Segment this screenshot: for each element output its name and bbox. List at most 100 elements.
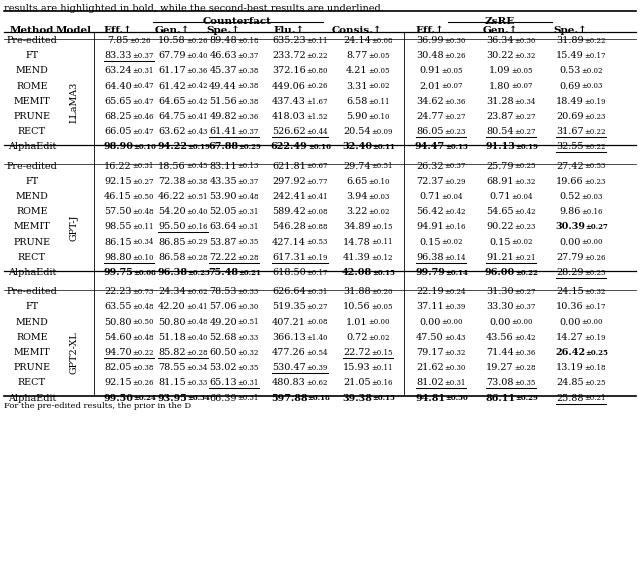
Text: ±0.38: ±0.38 bbox=[237, 67, 259, 75]
Text: 8.77: 8.77 bbox=[346, 51, 368, 60]
Text: 43.35: 43.35 bbox=[209, 177, 237, 186]
Text: 480.83: 480.83 bbox=[272, 379, 306, 387]
Text: 51.18: 51.18 bbox=[158, 333, 186, 342]
Text: ±0.27: ±0.27 bbox=[515, 288, 536, 296]
Text: ±0.26: ±0.26 bbox=[444, 52, 466, 60]
Text: ±0.45: ±0.45 bbox=[186, 162, 208, 170]
Text: 5.90: 5.90 bbox=[346, 112, 368, 121]
Text: 618.50: 618.50 bbox=[272, 268, 306, 277]
Text: 0.71: 0.71 bbox=[489, 192, 511, 201]
Text: RECT: RECT bbox=[18, 379, 46, 387]
Text: 22.19: 22.19 bbox=[416, 287, 444, 296]
Text: 67.88: 67.88 bbox=[208, 142, 238, 151]
Text: ±0.50: ±0.50 bbox=[132, 318, 154, 327]
Text: 45.37: 45.37 bbox=[209, 67, 237, 75]
Text: ±0.25: ±0.25 bbox=[586, 349, 609, 357]
Text: ±0.23: ±0.23 bbox=[584, 113, 605, 121]
Text: ±0.18: ±0.18 bbox=[584, 364, 606, 372]
Text: 52.05: 52.05 bbox=[209, 207, 237, 216]
Text: 242.41: 242.41 bbox=[272, 192, 306, 201]
Text: 94.81: 94.81 bbox=[415, 394, 445, 402]
Text: ±0.48: ±0.48 bbox=[132, 334, 154, 342]
Text: ±0.22: ±0.22 bbox=[584, 128, 606, 136]
Text: 95.50: 95.50 bbox=[158, 222, 186, 232]
Text: 72.22: 72.22 bbox=[209, 253, 237, 262]
Text: ±0.00: ±0.00 bbox=[368, 318, 390, 327]
Text: FT: FT bbox=[26, 51, 38, 60]
Text: ±0.27: ±0.27 bbox=[132, 178, 154, 186]
Text: 25.79: 25.79 bbox=[486, 162, 514, 171]
Text: 22.23: 22.23 bbox=[104, 287, 132, 296]
Text: ±0.35: ±0.35 bbox=[237, 364, 259, 372]
Text: 57.50: 57.50 bbox=[104, 207, 132, 216]
Text: ±0.51: ±0.51 bbox=[371, 162, 393, 170]
Text: ±0.30: ±0.30 bbox=[445, 394, 468, 402]
Text: 63.64: 63.64 bbox=[209, 222, 237, 232]
Text: ±0.27: ±0.27 bbox=[586, 223, 609, 231]
Text: 366.13: 366.13 bbox=[272, 333, 306, 342]
Text: RECT: RECT bbox=[18, 127, 46, 136]
Text: 41.39: 41.39 bbox=[343, 253, 371, 262]
Text: 24.85: 24.85 bbox=[556, 379, 584, 387]
Text: ±0.15: ±0.15 bbox=[371, 223, 393, 231]
Text: ±0.16: ±0.16 bbox=[444, 223, 466, 231]
Text: 0.00: 0.00 bbox=[559, 318, 580, 327]
Text: ±0.32: ±0.32 bbox=[237, 349, 259, 357]
Text: ±0.34: ±0.34 bbox=[515, 98, 536, 105]
Text: 86.05: 86.05 bbox=[416, 127, 444, 136]
Text: ±0.27: ±0.27 bbox=[444, 113, 466, 121]
Text: PRUNE: PRUNE bbox=[13, 363, 51, 372]
Text: ±0.29: ±0.29 bbox=[444, 178, 466, 186]
Text: ±0.10: ±0.10 bbox=[368, 178, 390, 186]
Text: ±0.80: ±0.80 bbox=[307, 67, 328, 75]
Text: ±0.31: ±0.31 bbox=[444, 379, 466, 387]
Text: 86.15: 86.15 bbox=[104, 237, 132, 247]
Text: 26.42: 26.42 bbox=[555, 348, 585, 357]
Text: 31.89: 31.89 bbox=[556, 36, 584, 45]
Text: ±0.30: ±0.30 bbox=[444, 37, 466, 45]
Text: 54.65: 54.65 bbox=[486, 207, 514, 216]
Text: 1.09: 1.09 bbox=[489, 67, 511, 75]
Text: 21.62: 21.62 bbox=[416, 363, 444, 372]
Text: ±0.26: ±0.26 bbox=[584, 254, 605, 262]
Text: 519.35: 519.35 bbox=[272, 302, 306, 312]
Text: ±0.33: ±0.33 bbox=[237, 288, 259, 296]
Text: MEMIT: MEMIT bbox=[13, 222, 51, 232]
Text: 10.56: 10.56 bbox=[343, 302, 371, 312]
Text: Gen.↑: Gen.↑ bbox=[154, 26, 189, 35]
Text: For the pre-edited results, the prior in the D: For the pre-edited results, the prior in… bbox=[4, 402, 191, 410]
Text: ±0.28: ±0.28 bbox=[186, 254, 208, 262]
Text: 16.22: 16.22 bbox=[104, 162, 132, 171]
Text: ±0.41: ±0.41 bbox=[307, 193, 328, 201]
Text: 99.75: 99.75 bbox=[103, 268, 133, 277]
Text: ±0.48: ±0.48 bbox=[186, 318, 208, 327]
Text: 3.22: 3.22 bbox=[346, 207, 368, 216]
Text: ±0.30: ±0.30 bbox=[515, 37, 536, 45]
Text: ±0.11: ±0.11 bbox=[372, 143, 396, 151]
Text: ±0.25: ±0.25 bbox=[584, 269, 605, 277]
Text: ±0.26: ±0.26 bbox=[307, 82, 328, 90]
Text: ±0.34: ±0.34 bbox=[186, 364, 207, 372]
Text: 0.15: 0.15 bbox=[419, 237, 441, 247]
Text: ±0.08: ±0.08 bbox=[307, 318, 328, 327]
Text: ±0.16: ±0.16 bbox=[308, 143, 331, 151]
Text: 6.58: 6.58 bbox=[346, 97, 368, 106]
Text: 407.21: 407.21 bbox=[272, 318, 306, 327]
Text: ±0.30: ±0.30 bbox=[444, 364, 466, 372]
Text: ROME: ROME bbox=[16, 333, 48, 342]
Text: ±0.29: ±0.29 bbox=[515, 394, 538, 402]
Text: ±0.00: ±0.00 bbox=[511, 318, 532, 327]
Text: 9.86: 9.86 bbox=[559, 207, 580, 216]
Text: 98.80: 98.80 bbox=[104, 253, 132, 262]
Text: 32.55: 32.55 bbox=[556, 142, 584, 151]
Text: ±0.51: ±0.51 bbox=[186, 193, 208, 201]
Text: ±0.02: ±0.02 bbox=[368, 208, 390, 216]
Text: ±0.36: ±0.36 bbox=[237, 113, 259, 121]
Text: Eff.↑: Eff.↑ bbox=[104, 26, 132, 35]
Text: 18.56: 18.56 bbox=[158, 162, 186, 171]
Text: ±0.38: ±0.38 bbox=[237, 82, 259, 90]
Text: ±0.46: ±0.46 bbox=[132, 113, 154, 121]
Text: PRUNE: PRUNE bbox=[13, 112, 51, 121]
Text: 4.21: 4.21 bbox=[346, 67, 368, 75]
Text: ±0.00: ±0.00 bbox=[581, 239, 603, 247]
